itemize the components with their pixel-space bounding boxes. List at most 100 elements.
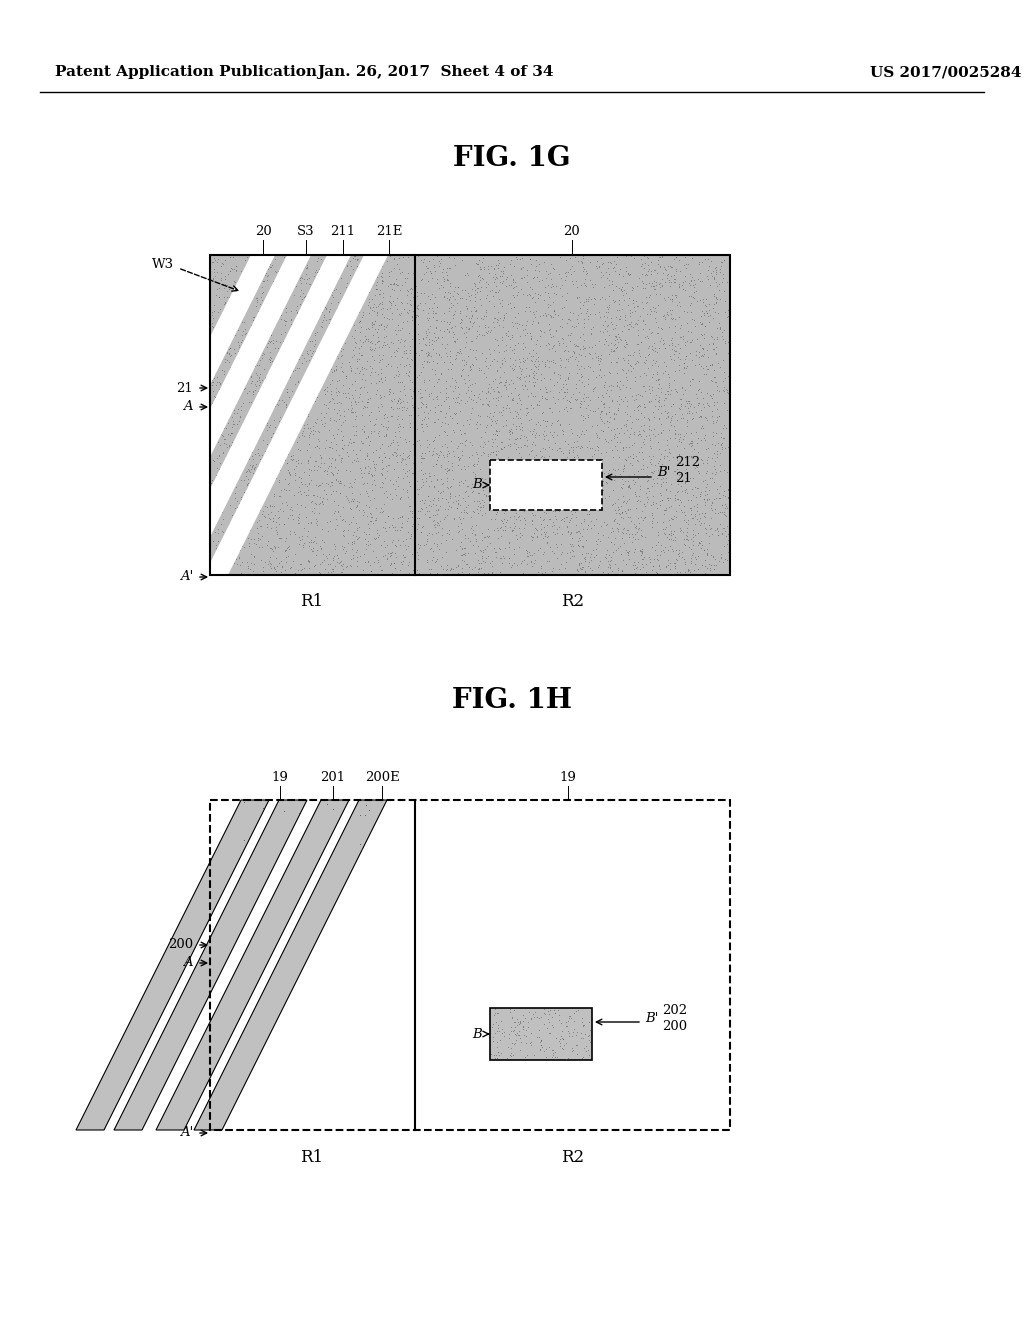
Point (319, 457, 336, 478)
Point (471, 358, 487, 379)
Point (719, 399, 735, 420)
Point (621, 288, 637, 309)
Point (621, 474, 637, 495)
Point (222, 359, 239, 380)
Point (226, 259, 243, 280)
Point (256, 506, 272, 527)
Point (530, 260, 547, 281)
Point (521, 541, 538, 562)
Point (562, 507, 579, 528)
Point (365, 465, 381, 486)
Point (350, 301, 367, 322)
Point (638, 264, 654, 285)
Point (233, 433, 250, 454)
Point (574, 544, 591, 565)
Point (662, 553, 678, 574)
Point (622, 302, 638, 323)
Point (526, 372, 543, 393)
Point (469, 550, 485, 572)
Point (219, 533, 236, 554)
Point (563, 346, 580, 367)
Point (703, 499, 720, 520)
Point (521, 444, 538, 465)
Point (674, 502, 690, 523)
Point (267, 558, 284, 579)
Point (492, 539, 508, 560)
Point (212, 434, 228, 455)
Point (505, 1044, 521, 1065)
Point (559, 1011, 575, 1032)
Point (694, 271, 711, 292)
Point (368, 312, 384, 333)
Point (493, 260, 509, 281)
Point (406, 301, 422, 322)
Point (458, 491, 474, 512)
Point (564, 533, 581, 554)
Point (632, 475, 648, 496)
Point (314, 413, 331, 434)
Point (456, 322, 472, 343)
Point (513, 1031, 529, 1052)
Point (368, 297, 384, 318)
Point (378, 520, 394, 541)
Point (306, 310, 323, 331)
Point (558, 471, 574, 492)
Point (300, 531, 316, 552)
Point (531, 486, 548, 507)
Point (310, 378, 327, 399)
Point (346, 471, 362, 492)
Point (482, 414, 499, 436)
Point (488, 440, 505, 461)
Point (611, 463, 628, 484)
Point (303, 346, 319, 367)
Point (510, 407, 526, 428)
Point (545, 276, 561, 297)
Point (660, 524, 677, 545)
Point (629, 276, 645, 297)
Point (602, 375, 618, 396)
Point (565, 302, 582, 323)
Point (462, 409, 478, 430)
Point (364, 372, 380, 393)
Point (650, 408, 667, 429)
Point (702, 370, 719, 391)
Point (677, 335, 693, 356)
Point (478, 288, 495, 309)
Point (315, 362, 332, 383)
Point (433, 400, 450, 421)
Point (635, 458, 651, 479)
Point (227, 429, 244, 450)
Point (598, 430, 614, 451)
Point (317, 339, 334, 360)
Point (395, 355, 412, 376)
Point (665, 539, 681, 560)
Point (418, 261, 434, 282)
Point (699, 248, 716, 269)
Point (428, 317, 444, 338)
Point (293, 387, 309, 408)
Point (610, 496, 627, 517)
Point (252, 263, 268, 284)
Point (560, 261, 577, 282)
Point (273, 554, 290, 576)
Point (324, 269, 340, 290)
Point (282, 400, 298, 421)
Point (690, 269, 707, 290)
Point (272, 442, 289, 463)
Point (343, 511, 359, 532)
Point (355, 363, 372, 384)
Point (239, 383, 255, 404)
Point (580, 263, 596, 284)
Point (505, 519, 521, 540)
Point (210, 519, 226, 540)
Point (262, 517, 279, 539)
Point (441, 257, 458, 279)
Point (431, 483, 447, 504)
Point (569, 480, 586, 502)
Point (511, 517, 527, 539)
Point (321, 279, 337, 300)
Point (392, 319, 409, 341)
Point (552, 348, 568, 370)
Point (401, 562, 418, 583)
Point (566, 247, 583, 268)
